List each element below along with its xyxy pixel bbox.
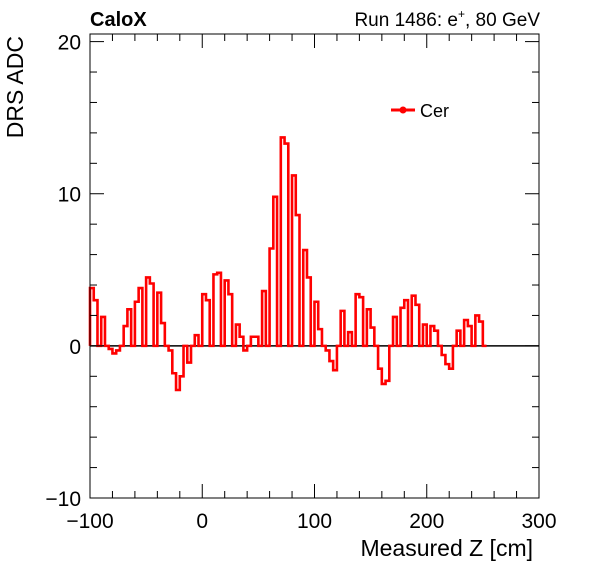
legend-marker-cer (399, 106, 407, 114)
run-suffix: , 80 GeV (465, 10, 540, 31)
y-tick-label: 20 (58, 32, 81, 55)
series-line-cer (88, 136, 487, 392)
plot-frame (89, 33, 540, 499)
x-tick-label: 200 (409, 510, 444, 533)
y-tick-label: 10 (58, 184, 81, 207)
legend: Cer (391, 101, 449, 121)
run-prefix: Run 1486: e (354, 10, 458, 31)
x-axis-title: Measured Z [cm] (360, 535, 533, 561)
axis-ticks (89, 34, 540, 499)
x-tick-label: 0 (196, 510, 208, 533)
x-tick-label: −100 (66, 510, 113, 533)
y-axis-title: DRS ADC (2, 36, 28, 138)
plot-area (88, 136, 539, 392)
x-tick-label: 300 (521, 510, 556, 533)
y-tick-labels: −10 0 10 20 (45, 32, 81, 511)
y-tick-label: −10 (45, 488, 81, 511)
experiment-label: CaloX (90, 9, 147, 31)
x-tick-label: 100 (297, 510, 332, 533)
legend-label-cer: Cer (420, 101, 449, 121)
y-tick-label: 0 (69, 336, 81, 359)
x-tick-labels: −100 0 100 200 300 (66, 510, 556, 533)
run-superscript: + (458, 7, 465, 21)
run-info: Run 1486: e+, 80 GeV (354, 7, 540, 31)
